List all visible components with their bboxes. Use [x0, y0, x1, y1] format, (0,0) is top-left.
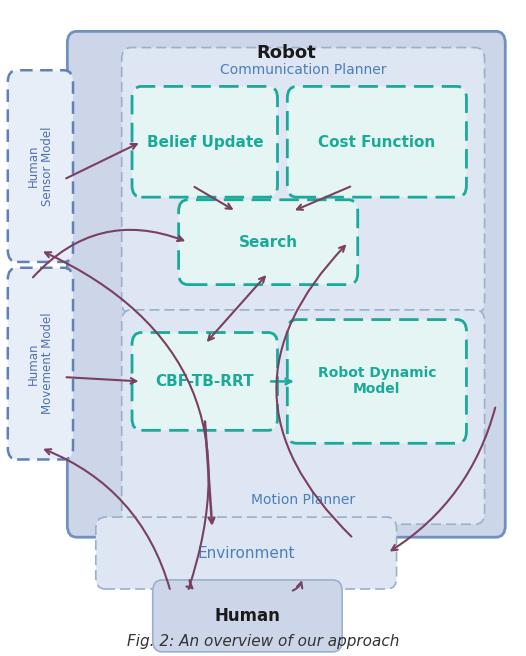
Text: Robot: Robot — [256, 44, 316, 62]
Text: Belief Update: Belief Update — [147, 134, 264, 150]
FancyBboxPatch shape — [179, 200, 358, 285]
Text: Communication Planner: Communication Planner — [220, 63, 387, 77]
Text: Human
Sensor Model: Human Sensor Model — [26, 127, 54, 206]
FancyBboxPatch shape — [8, 268, 73, 459]
Text: Cost Function: Cost Function — [318, 134, 436, 150]
FancyBboxPatch shape — [67, 31, 505, 537]
Text: Fig. 2: An overview of our approach: Fig. 2: An overview of our approach — [127, 634, 399, 649]
FancyBboxPatch shape — [287, 319, 467, 443]
FancyBboxPatch shape — [132, 333, 278, 430]
FancyBboxPatch shape — [122, 310, 484, 524]
FancyBboxPatch shape — [8, 70, 73, 262]
Text: Robot Dynamic
Model: Robot Dynamic Model — [318, 366, 436, 396]
FancyBboxPatch shape — [96, 517, 397, 589]
FancyBboxPatch shape — [132, 87, 278, 197]
FancyBboxPatch shape — [287, 87, 467, 197]
FancyBboxPatch shape — [122, 48, 484, 314]
Text: Human
Movement Model: Human Movement Model — [26, 313, 54, 415]
Text: Motion Planner: Motion Planner — [251, 493, 356, 506]
Text: Human: Human — [215, 607, 280, 625]
FancyBboxPatch shape — [153, 580, 342, 652]
Text: Environment: Environment — [198, 546, 295, 561]
Text: CBF-TB-RRT: CBF-TB-RRT — [156, 374, 255, 388]
Text: Search: Search — [239, 235, 298, 250]
